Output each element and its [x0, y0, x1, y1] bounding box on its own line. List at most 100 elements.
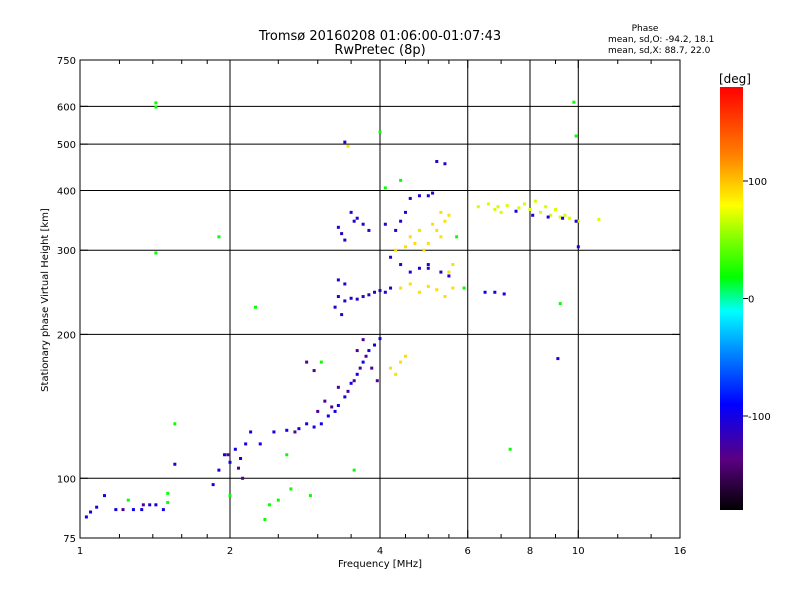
- echo-point: [312, 425, 316, 429]
- echo-point: [217, 468, 221, 472]
- echo-point: [267, 503, 271, 507]
- echo-point: [431, 191, 435, 195]
- x-tick-label: 6: [465, 546, 471, 557]
- echo-point: [597, 217, 601, 221]
- echo-point: [289, 487, 293, 491]
- echo-point: [443, 162, 447, 166]
- y-tick-label: 600: [57, 102, 76, 113]
- echo-point: [447, 274, 451, 278]
- echo-point: [367, 293, 371, 297]
- echo-point: [126, 498, 130, 502]
- echo-point: [561, 216, 565, 220]
- echo-point: [131, 508, 135, 512]
- echo-point: [439, 235, 443, 239]
- echo-point: [352, 219, 356, 223]
- echo-point: [121, 508, 125, 512]
- axis-ticks: 1 2 4 6 8 10 16 75 100 200 300 400 500 600 750: [57, 56, 686, 557]
- echo-point: [394, 228, 398, 232]
- echo-point: [349, 381, 353, 385]
- echo-point: [364, 354, 368, 358]
- echo-point: [403, 210, 407, 214]
- echo-point: [399, 263, 403, 267]
- echo-point: [528, 208, 532, 212]
- echo-point: [435, 228, 439, 232]
- echo-point: [508, 447, 512, 451]
- colorbar-tick-label: 100: [748, 177, 767, 188]
- echo-point: [239, 456, 243, 460]
- echo-point: [408, 282, 412, 286]
- echo-point: [426, 263, 430, 267]
- echo-point: [173, 462, 177, 466]
- echo-point: [408, 235, 412, 239]
- echo-point: [340, 313, 344, 317]
- colorbar-tick-label: 0: [748, 295, 754, 306]
- echo-point: [103, 494, 107, 498]
- echo-point: [343, 140, 347, 144]
- echo-point: [558, 302, 562, 306]
- echo-point: [336, 278, 340, 282]
- echo-point: [223, 453, 227, 457]
- phase-stats-o: mean, sd,O: -94.2, 18.1: [608, 35, 714, 45]
- echo-point: [89, 510, 93, 514]
- echo-point: [297, 427, 301, 431]
- echo-point: [84, 515, 88, 519]
- echo-point: [476, 205, 480, 209]
- echo-point: [367, 349, 371, 353]
- echo-point: [236, 466, 240, 470]
- echo-point: [553, 208, 557, 212]
- echo-point: [378, 130, 382, 134]
- echo-point: [95, 505, 99, 509]
- echo-point: [505, 204, 509, 208]
- y-axis-label: Stationary phase Virtual Height [km]: [40, 208, 51, 392]
- echo-point: [263, 517, 267, 521]
- echo-point: [241, 476, 245, 480]
- echo-point: [355, 216, 359, 220]
- echo-point: [502, 292, 506, 296]
- echo-point: [417, 194, 421, 198]
- chart-title-line2: RwPretec (8p): [334, 43, 425, 58]
- echo-point: [572, 100, 576, 104]
- echo-point: [389, 286, 393, 290]
- echo-point: [361, 295, 365, 299]
- echo-point: [383, 186, 387, 190]
- echo-point: [408, 196, 412, 200]
- echo-point: [426, 194, 430, 198]
- echo-point: [333, 305, 337, 309]
- y-tick-label: 750: [57, 56, 76, 67]
- echo-point: [546, 215, 550, 219]
- echo-point: [523, 202, 527, 206]
- echo-point: [226, 453, 230, 457]
- echo-point: [319, 422, 323, 426]
- echo-point: [343, 238, 347, 242]
- echo-point: [574, 134, 578, 138]
- echo-point: [272, 430, 276, 434]
- echo-point: [394, 372, 398, 376]
- echo-point: [349, 296, 353, 300]
- echo-point: [399, 360, 403, 364]
- echo-point: [154, 105, 158, 109]
- echo-point: [426, 241, 430, 245]
- echo-point: [567, 216, 571, 220]
- echo-point: [276, 498, 280, 502]
- echo-point: [154, 101, 158, 105]
- echo-point: [233, 447, 237, 451]
- echo-point: [426, 266, 430, 270]
- colorbar: [720, 87, 743, 510]
- echo-point: [435, 288, 439, 292]
- echo-point: [355, 297, 359, 301]
- echo-point: [496, 205, 500, 209]
- chart-title-line1: Tromsø 20160208 01:06:00-01:07:43: [258, 29, 501, 44]
- echo-point: [244, 442, 248, 446]
- echo-point: [574, 219, 578, 223]
- echo-point: [439, 270, 443, 274]
- y-tick-label: 300: [57, 246, 76, 257]
- echo-point: [383, 222, 387, 226]
- echo-point: [355, 349, 359, 353]
- echo-point: [258, 442, 262, 446]
- echo-point: [173, 422, 177, 426]
- echo-point: [389, 366, 393, 370]
- echo-point: [556, 357, 560, 361]
- echo-point: [399, 219, 403, 223]
- echo-point: [493, 290, 497, 294]
